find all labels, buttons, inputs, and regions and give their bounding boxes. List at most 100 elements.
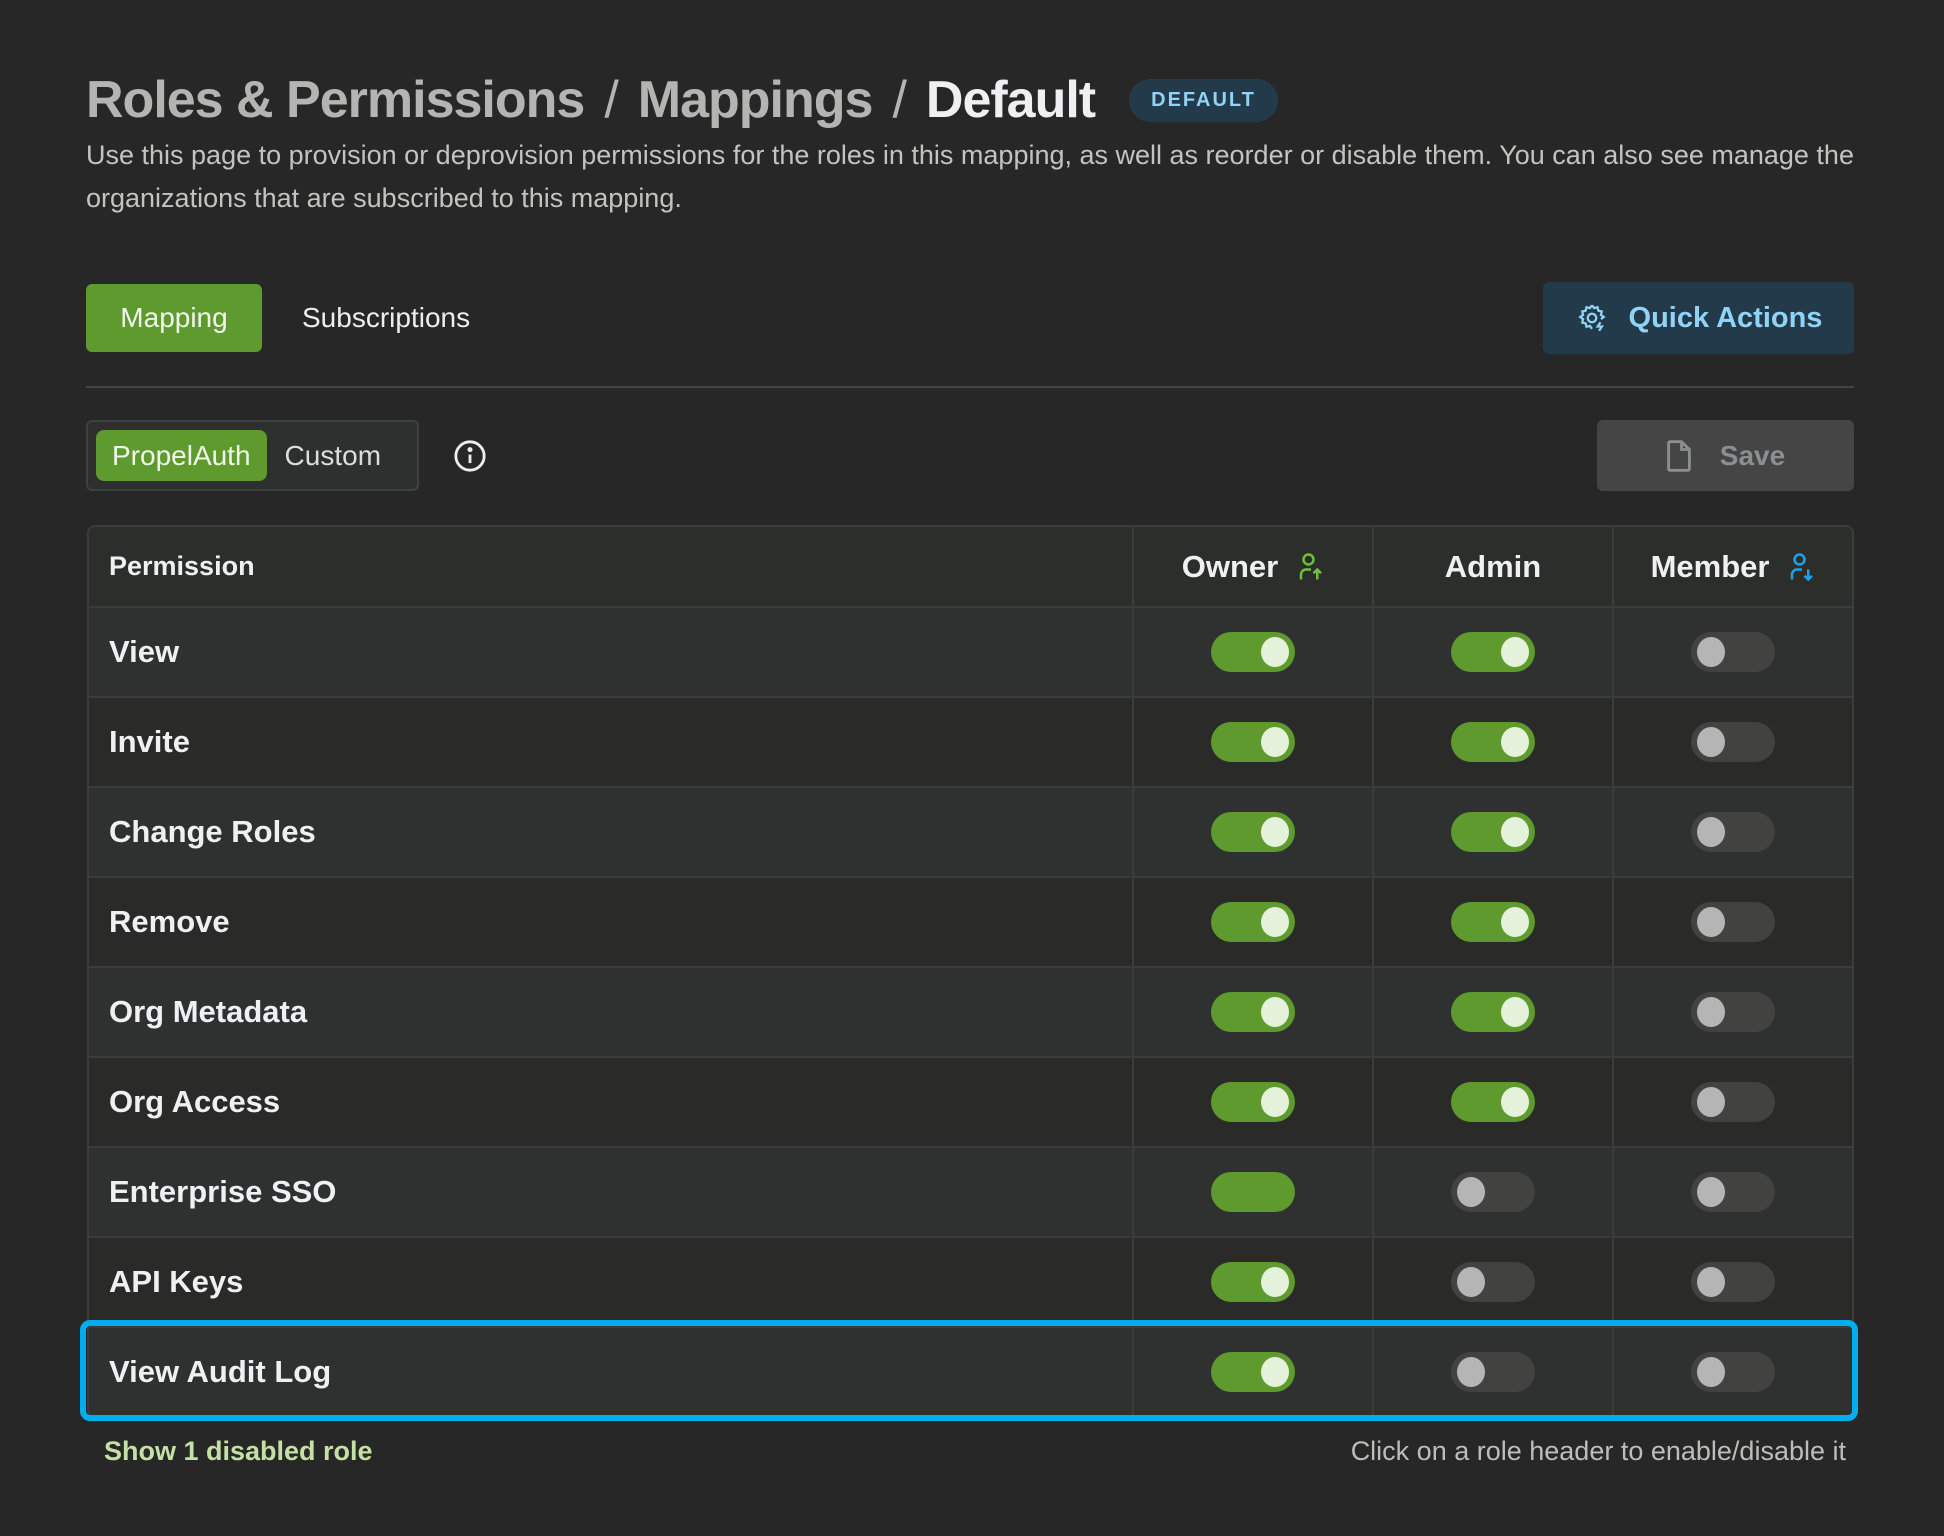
role-cell — [1612, 1148, 1852, 1236]
toggle-admin[interactable] — [1451, 632, 1535, 672]
toggle-owner[interactable] — [1211, 1352, 1295, 1392]
toggle-owner[interactable] — [1211, 902, 1295, 942]
toggle-knob — [1501, 817, 1529, 847]
permission-label: Invite — [109, 724, 190, 759]
toggle-owner[interactable] — [1211, 722, 1295, 762]
role-cell — [1612, 968, 1852, 1056]
role-cell — [1372, 608, 1612, 696]
role-cell — [1132, 1328, 1372, 1416]
member-label: Member — [1650, 548, 1770, 584]
toggle-knob — [1697, 1177, 1725, 1207]
toggle-owner[interactable] — [1211, 992, 1295, 1032]
toggle-member[interactable] — [1691, 1262, 1775, 1302]
toggle-knob — [1261, 1357, 1289, 1387]
toggle-admin[interactable] — [1451, 722, 1535, 762]
toggle-owner[interactable] — [1211, 632, 1295, 672]
toggle-member[interactable] — [1691, 902, 1775, 942]
breadcrumb-mappings[interactable]: Mappings — [637, 71, 874, 129]
role-cell — [1372, 788, 1612, 876]
column-header-member[interactable]: Member — [1612, 527, 1852, 606]
role-cell — [1132, 1238, 1372, 1326]
toggle-knob — [1697, 637, 1725, 667]
table-row: Remove — [89, 876, 1852, 966]
owner-label: Owner — [1181, 548, 1279, 584]
toggle-admin[interactable] — [1451, 992, 1535, 1032]
tab-mapping[interactable]: Mapping — [86, 284, 262, 352]
breadcrumb-separator: / — [604, 71, 618, 129]
table-row: Enterprise SSO — [89, 1146, 1852, 1236]
tab-subscriptions[interactable]: Subscriptions — [302, 302, 471, 333]
column-header-permission: Permission — [109, 551, 255, 581]
toggle-knob — [1501, 637, 1529, 667]
toggle-knob — [1697, 907, 1725, 937]
role-cell — [1132, 1058, 1372, 1146]
role-header-hint: Click on a role header to enable/disable… — [1350, 1436, 1846, 1466]
toggle-admin[interactable] — [1451, 1352, 1535, 1392]
user-down-icon — [1791, 552, 1814, 581]
toggle-knob — [1501, 1087, 1529, 1117]
toggle-knob — [1261, 637, 1289, 667]
toggle-member[interactable] — [1691, 1172, 1775, 1212]
role-cell — [1372, 698, 1612, 786]
toggle-knob — [1261, 727, 1289, 757]
role-cell — [1132, 1148, 1372, 1236]
table-row: API Keys — [89, 1236, 1852, 1326]
toggle-knob — [1457, 1177, 1485, 1207]
page-description: Use this page to provision or deprovisio… — [86, 140, 1854, 213]
toggle-member[interactable] — [1691, 1352, 1775, 1392]
toggle-owner[interactable] — [1211, 1262, 1295, 1302]
info-icon[interactable] — [453, 439, 487, 473]
toggle-member[interactable] — [1691, 722, 1775, 762]
show-disabled-roles-link[interactable]: Show 1 disabled role — [104, 1436, 373, 1466]
toggle-knob — [1501, 997, 1529, 1027]
toggle-knob — [1697, 817, 1725, 847]
toggle-knob — [1501, 727, 1529, 757]
permission-label: View Audit Log — [109, 1354, 332, 1389]
role-cell — [1612, 1058, 1852, 1146]
toggle-knob — [1697, 1357, 1725, 1387]
toggle-member[interactable] — [1691, 812, 1775, 852]
role-cell — [1132, 968, 1372, 1056]
permission-label: Org Metadata — [109, 994, 308, 1029]
toggle-member[interactable] — [1691, 992, 1775, 1032]
role-cell — [1612, 608, 1852, 696]
column-header-owner[interactable]: Owner — [1132, 527, 1372, 606]
toggle-knob — [1501, 907, 1529, 937]
quick-actions-label: Quick Actions — [1628, 301, 1823, 334]
table-row: Org Metadata — [89, 966, 1852, 1056]
breadcrumb-roles-permissions[interactable]: Roles & Permissions — [86, 71, 585, 129]
toggle-admin[interactable] — [1451, 1262, 1535, 1302]
permission-label: Remove — [109, 904, 230, 939]
toggle-admin[interactable] — [1451, 812, 1535, 852]
column-header-admin[interactable]: Admin — [1372, 527, 1612, 606]
role-cell — [1372, 968, 1612, 1056]
table-header: Permission Owner Admin Member — [89, 527, 1852, 606]
permission-label: Org Access — [109, 1084, 281, 1119]
permissions-table: Permission Owner Admin Member View Invite… — [87, 525, 1854, 1418]
toggle-member[interactable] — [1691, 1082, 1775, 1122]
permission-label: View — [109, 634, 180, 669]
table-row: Org Access — [89, 1056, 1852, 1146]
toggle-owner[interactable] — [1211, 812, 1295, 852]
toggle-owner[interactable] — [1211, 1172, 1295, 1212]
quick-actions-button[interactable]: Quick Actions — [1543, 282, 1854, 354]
toggle-knob — [1261, 1087, 1289, 1117]
toggle-admin[interactable] — [1451, 1082, 1535, 1122]
role-cell — [1372, 1238, 1612, 1326]
save-button[interactable]: Save — [1597, 420, 1854, 491]
toggle-member[interactable] — [1691, 632, 1775, 672]
role-cell — [1372, 1328, 1612, 1416]
role-cell — [1132, 788, 1372, 876]
source-option-custom[interactable]: Custom — [284, 439, 382, 471]
toggle-owner[interactable] — [1211, 1082, 1295, 1122]
table-row: Invite — [89, 696, 1852, 786]
toggle-admin[interactable] — [1451, 902, 1535, 942]
toggle-admin[interactable] — [1451, 1172, 1535, 1212]
role-cell — [1612, 698, 1852, 786]
source-option-propelauth[interactable]: PropelAuth — [96, 430, 267, 481]
toggle-knob — [1697, 1267, 1725, 1297]
toggle-knob — [1697, 727, 1725, 757]
role-cell — [1612, 1238, 1852, 1326]
file-icon — [1666, 439, 1691, 472]
permission-label: Enterprise SSO — [109, 1174, 337, 1209]
